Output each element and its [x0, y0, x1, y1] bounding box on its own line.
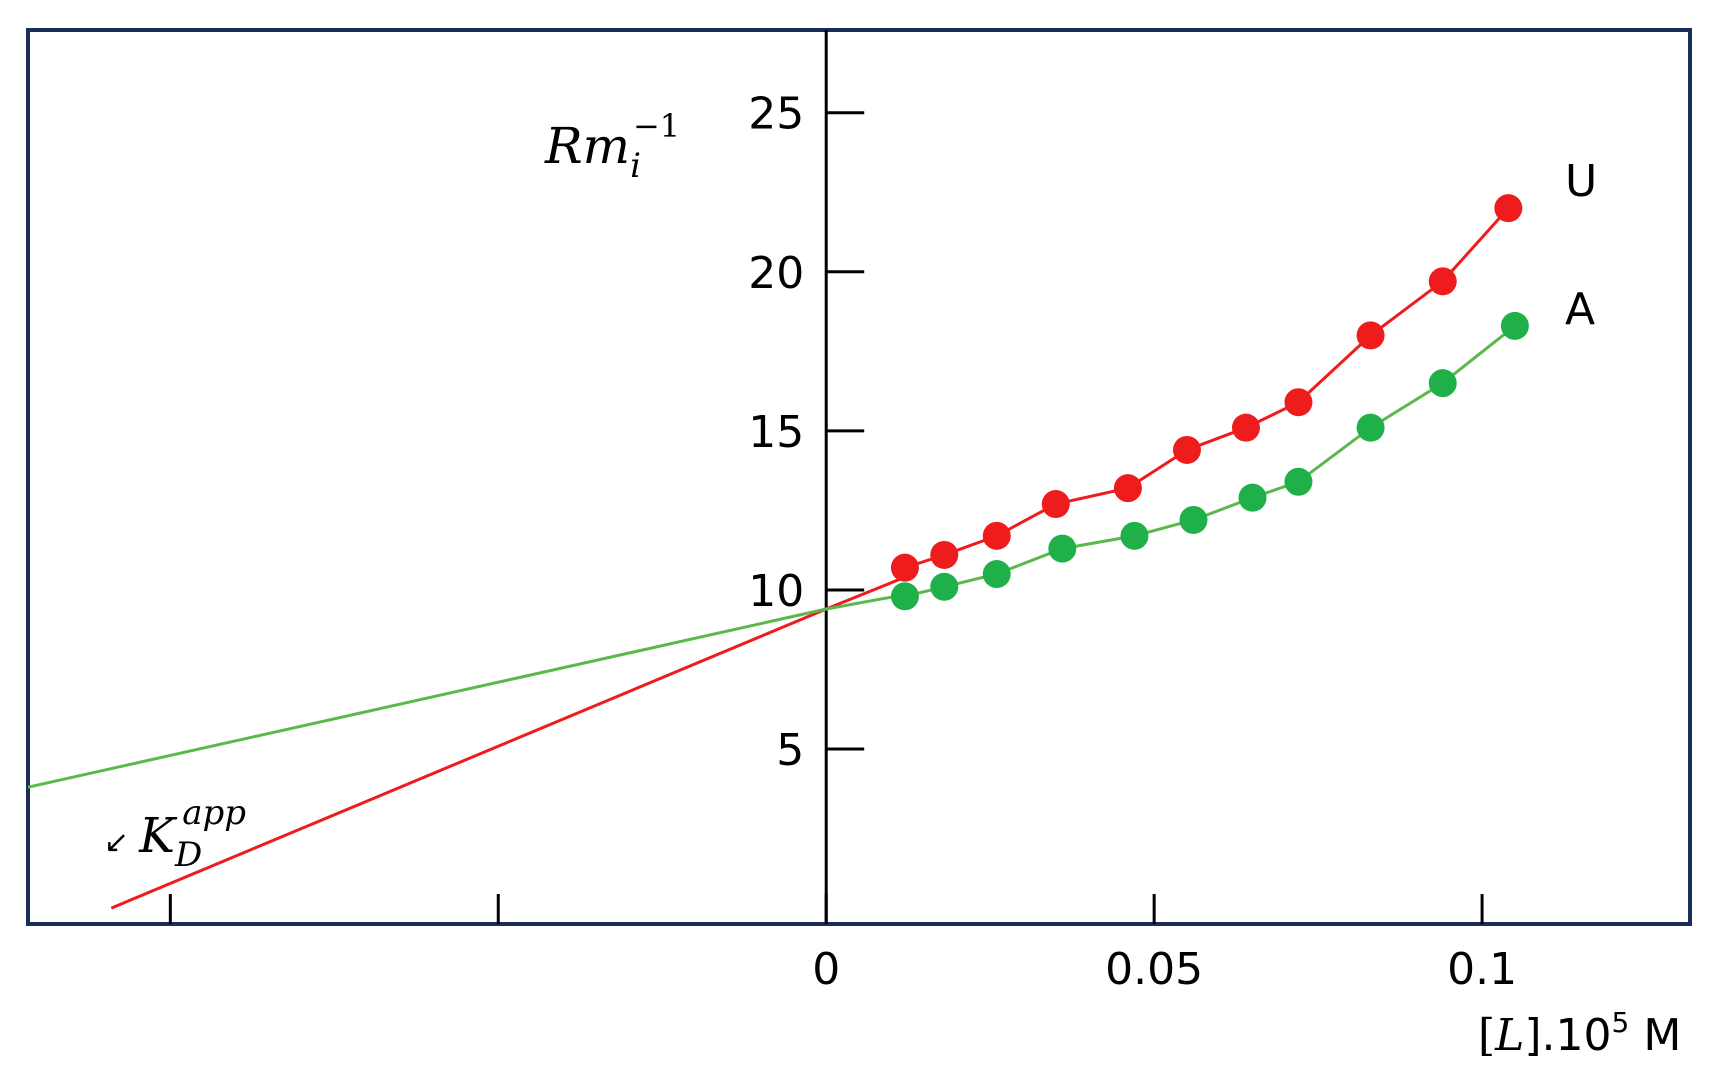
point-A-0: [890, 582, 919, 611]
kd-app-annotation: ↙ KDapp: [104, 793, 246, 875]
point-U-8: [1356, 321, 1385, 350]
point-U-1: [930, 540, 959, 569]
x-axis-label-prefix: [: [1478, 1010, 1495, 1061]
tick-labels: 0 0.05 0.1 5 10 15 20 25: [748, 89, 1517, 995]
point-U-10: [1494, 194, 1523, 223]
x-tick-label-1: 0.05: [1105, 944, 1203, 995]
y-tick-label-4: 25: [748, 89, 804, 140]
series-label-A: A: [1565, 284, 1595, 335]
x-tick-label-2: 0.1: [1447, 944, 1517, 995]
y-tick-label-3: 20: [748, 248, 804, 299]
point-A-3: [1048, 534, 1077, 563]
x-axis-label-sup: 5: [1612, 1006, 1630, 1039]
x-axis-label-mid: ].10: [1524, 1010, 1611, 1061]
y-axis-label-base: Rm: [544, 117, 630, 175]
point-U-4: [1113, 474, 1142, 503]
point-U-3: [1041, 490, 1070, 519]
point-A-5: [1179, 505, 1208, 534]
series-label-U: U: [1565, 156, 1597, 207]
kd-app-sub: D: [174, 835, 202, 875]
y-tick-label-1: 10: [748, 566, 804, 617]
point-U-6: [1231, 413, 1260, 442]
markers: [890, 194, 1529, 611]
y-tick-label-2: 15: [748, 407, 804, 458]
fit-lines: [27, 207, 1516, 910]
point-U-9: [1428, 267, 1457, 296]
point-A-8: [1356, 413, 1385, 442]
x-axis-label-var: L: [1494, 1010, 1524, 1061]
point-U-5: [1172, 435, 1201, 464]
y-tick-label-0: 5: [776, 725, 804, 776]
kd-app-base: K: [138, 808, 178, 864]
y-axis-label-sup: −1: [633, 107, 680, 145]
plot-frame: [26, 28, 1692, 926]
x-axis-label: [L].105 M: [1478, 1006, 1681, 1061]
point-A-10: [1500, 311, 1529, 340]
y-axis-label: Rmi−1: [544, 107, 680, 186]
point-A-1: [930, 572, 959, 601]
point-U-2: [982, 521, 1011, 550]
kd-app-sup: app: [182, 793, 246, 833]
point-A-7: [1284, 467, 1313, 496]
point-U-0: [890, 553, 919, 582]
axes: [168, 30, 1484, 924]
point-A-2: [982, 560, 1011, 589]
x-tick-label-0: 0: [812, 944, 840, 995]
point-A-4: [1120, 521, 1149, 550]
point-A-9: [1428, 369, 1457, 398]
series-line-U: [110, 207, 1510, 910]
y-axis-label-sub: i: [630, 146, 641, 186]
point-A-6: [1238, 483, 1267, 512]
point-U-7: [1284, 388, 1313, 417]
x-axis-label-suffix: M: [1629, 1010, 1681, 1061]
kd-app-arrow: ↙: [104, 825, 129, 860]
